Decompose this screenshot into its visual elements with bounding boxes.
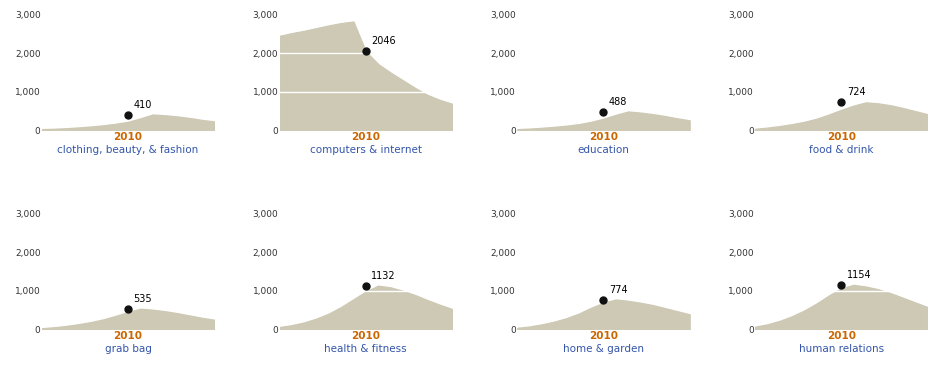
Text: 410: 410 (133, 100, 152, 109)
X-axis label: computers & internet: computers & internet (309, 145, 422, 154)
X-axis label: grab bag: grab bag (104, 344, 152, 354)
Text: 774: 774 (609, 285, 627, 295)
Text: 488: 488 (609, 97, 627, 107)
Text: 1154: 1154 (847, 270, 871, 280)
X-axis label: home & garden: home & garden (563, 344, 644, 354)
X-axis label: food & drink: food & drink (809, 145, 873, 154)
X-axis label: human relations: human relations (799, 344, 884, 354)
Text: 535: 535 (133, 294, 152, 304)
Text: 2046: 2046 (371, 37, 396, 46)
Text: 724: 724 (847, 87, 866, 97)
X-axis label: education: education (578, 145, 629, 154)
X-axis label: clothing, beauty, & fashion: clothing, beauty, & fashion (58, 145, 199, 154)
X-axis label: health & fitness: health & fitness (324, 344, 407, 354)
Text: 1132: 1132 (371, 271, 396, 281)
